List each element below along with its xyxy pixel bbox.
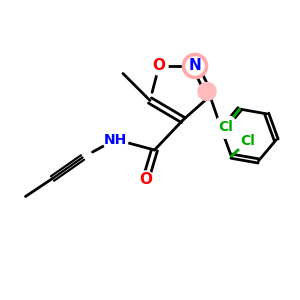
Text: O: O [152,58,166,74]
Circle shape [103,127,128,152]
Circle shape [214,116,237,138]
Circle shape [150,57,168,75]
Circle shape [198,82,216,100]
Circle shape [136,171,154,189]
Text: O: O [139,172,152,188]
Text: Cl: Cl [240,134,255,148]
Circle shape [182,53,208,79]
Text: NH: NH [104,133,127,146]
Text: N: N [189,58,201,74]
Text: Cl: Cl [218,120,233,134]
Circle shape [236,130,259,152]
Circle shape [186,57,204,75]
